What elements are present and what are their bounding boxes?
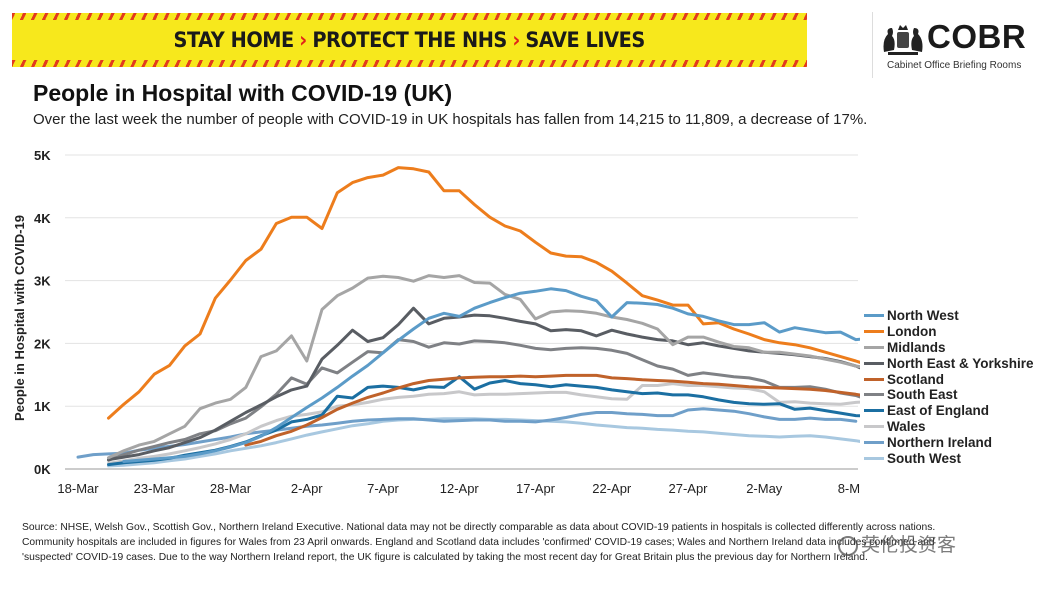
series-line-south-east [107, 338, 860, 462]
series-line-london [107, 166, 860, 420]
footnote-line: Source: NHSE, Welsh Gov., Scottish Gov.,… [22, 522, 936, 533]
series-line-north-west [122, 287, 860, 463]
legend-label: Wales [887, 418, 926, 434]
legend-label: Northern Ireland [887, 434, 993, 450]
y-tick-label: 3K [34, 274, 51, 289]
x-tick-label: 28-Mar [210, 481, 252, 496]
slogan-text: STAY HOME › PROTECT THE NHS › SAVE LIVES [173, 28, 646, 52]
series-line-scotland [244, 373, 860, 447]
brand-name: COBR [927, 18, 1027, 55]
x-tick-label: 12-Apr [440, 481, 480, 496]
x-tick-label: 2-May [746, 481, 783, 496]
legend-label: South East [887, 387, 958, 403]
legend-label: Scotland [887, 371, 945, 387]
x-tick-label: 7-Apr [367, 481, 399, 496]
hospital-line-chart: 0K 1K 2K 3K 4K 5K 18-Mar 23-Mar 28-Mar 2-Apr 7-Ap… [12, 148, 860, 496]
series-line-northern-ireland [76, 407, 858, 459]
y-tick-label: 4K [34, 211, 51, 226]
legend-swatch [864, 377, 884, 381]
legend-item: Northern Ireland [864, 434, 1034, 450]
legend-label: London [887, 324, 937, 340]
legend-item: South East [864, 387, 1034, 403]
legend-swatch [864, 440, 884, 444]
chart-legend: North West London Midlands North East & Yor… [864, 308, 1034, 466]
x-tick-label: 2-Apr [291, 481, 323, 496]
slogan-banner: STAY HOME › PROTECT THE NHS › SAVE LIVES [12, 13, 807, 67]
y-tick-label: 5K [34, 148, 51, 163]
slogan-part: SAVE LIVES [525, 28, 646, 52]
legend-item: Scotland [864, 371, 1034, 387]
series-line-midlands [107, 274, 860, 460]
legend-swatch [864, 456, 884, 460]
chevron-right-icon: › [299, 28, 308, 52]
legend-label: East of England [887, 403, 990, 419]
page-title: People in Hospital with COVID-19 (UK) [33, 80, 453, 106]
slogan-part: PROTECT THE NHS [312, 28, 508, 52]
legend-swatch [864, 314, 884, 318]
x-tick-label: 27-Apr [668, 481, 708, 496]
slogan-part: STAY HOME [173, 28, 295, 52]
legend-item: North West [864, 308, 1034, 324]
legend-swatch [864, 361, 884, 365]
x-tick-label: 8-May [838, 481, 860, 496]
series-line-north-east-yorkshire [107, 306, 860, 462]
legend-label: North West [887, 308, 959, 324]
x-tick-label: 18-Mar [57, 481, 99, 496]
brand-subtitle: Cabinet Office Briefing Rooms [887, 60, 1022, 71]
footnote-line: Community hospitals are included in figu… [22, 537, 935, 548]
x-tick-label: 17-Apr [516, 481, 556, 496]
legend-label: Midlands [887, 339, 946, 355]
royal-coat-of-arms-icon [883, 25, 923, 55]
wechat-logo-icon [838, 535, 858, 556]
legend-label: South West [887, 450, 961, 466]
chevron-right-icon: › [512, 28, 521, 52]
footnote: Source: NHSE, Welsh Gov., Scottish Gov.,… [22, 520, 1022, 565]
x-tick-label: 23-Mar [134, 481, 176, 496]
watermark: 英伦投资客 [838, 530, 956, 557]
legend-swatch [864, 393, 884, 397]
legend-swatch [864, 330, 884, 334]
legend-item: Midlands [864, 340, 1034, 356]
legend-swatch [864, 424, 884, 428]
watermark-text: 英伦投资客 [861, 534, 957, 556]
footnote-line: 'suspected' COVID-19 cases. Due to the w… [22, 552, 868, 563]
x-tick-label: 22-Apr [592, 481, 632, 496]
y-tick-label: 1K [34, 399, 51, 414]
y-tick-label: 0K [34, 462, 51, 477]
series-line-wales [107, 382, 860, 465]
legend-item: East of England [864, 403, 1034, 419]
legend-item: London [864, 324, 1034, 340]
legend-swatch [864, 345, 884, 349]
legend-item: South West [864, 450, 1034, 466]
legend-item: North East & Yorkshire [864, 355, 1034, 371]
brand-divider [872, 12, 873, 78]
legend-label: North East & Yorkshire [887, 355, 1034, 371]
legend-item: Wales [864, 419, 1034, 435]
page-subtitle: Over the last week the number of people … [33, 111, 868, 128]
legend-swatch [864, 409, 884, 413]
y-axis-label: People in Hospital with COVID-19 [12, 215, 27, 421]
y-tick-label: 2K [34, 336, 51, 351]
